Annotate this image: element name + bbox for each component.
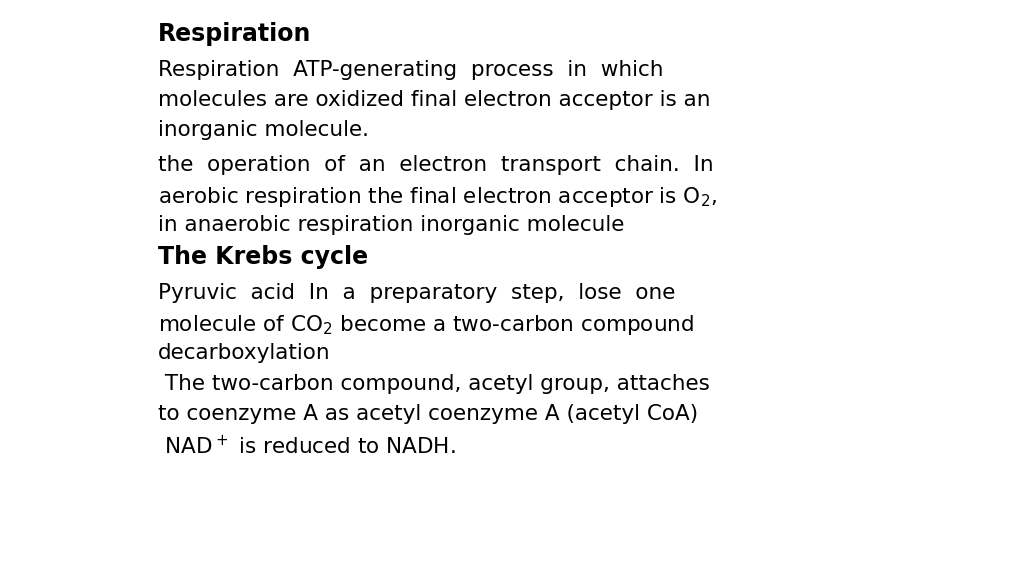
Text: in anaerobic respiration inorganic molecule: in anaerobic respiration inorganic molec… [158,215,625,235]
Text: aerobic respiration the final electron acceptor is O$_2$,: aerobic respiration the final electron a… [158,185,717,209]
Text: Pyruvic  acid  In  a  preparatory  step,  lose  one: Pyruvic acid In a preparatory step, lose… [158,283,676,303]
Text: decarboxylation: decarboxylation [158,343,331,363]
Text: the  operation  of  an  electron  transport  chain.  In: the operation of an electron transport c… [158,155,714,175]
Text: to coenzyme A as acetyl coenzyme A (acetyl CoA): to coenzyme A as acetyl coenzyme A (acet… [158,404,698,424]
Text: molecules are oxidized final electron acceptor is an: molecules are oxidized final electron ac… [158,90,711,110]
Text: molecule of CO$_2$ become a two-carbon compound: molecule of CO$_2$ become a two-carbon c… [158,313,694,337]
Text: The Krebs cycle: The Krebs cycle [158,245,368,269]
Text: Respiration: Respiration [158,22,311,46]
Text: NAD$^+$ is reduced to NADH.: NAD$^+$ is reduced to NADH. [158,435,456,458]
Text: inorganic molecule.: inorganic molecule. [158,120,369,140]
Text: The two-carbon compound, acetyl group, attaches: The two-carbon compound, acetyl group, a… [158,374,710,394]
Text: Respiration  ATP-generating  process  in  which: Respiration ATP-generating process in wh… [158,60,664,80]
